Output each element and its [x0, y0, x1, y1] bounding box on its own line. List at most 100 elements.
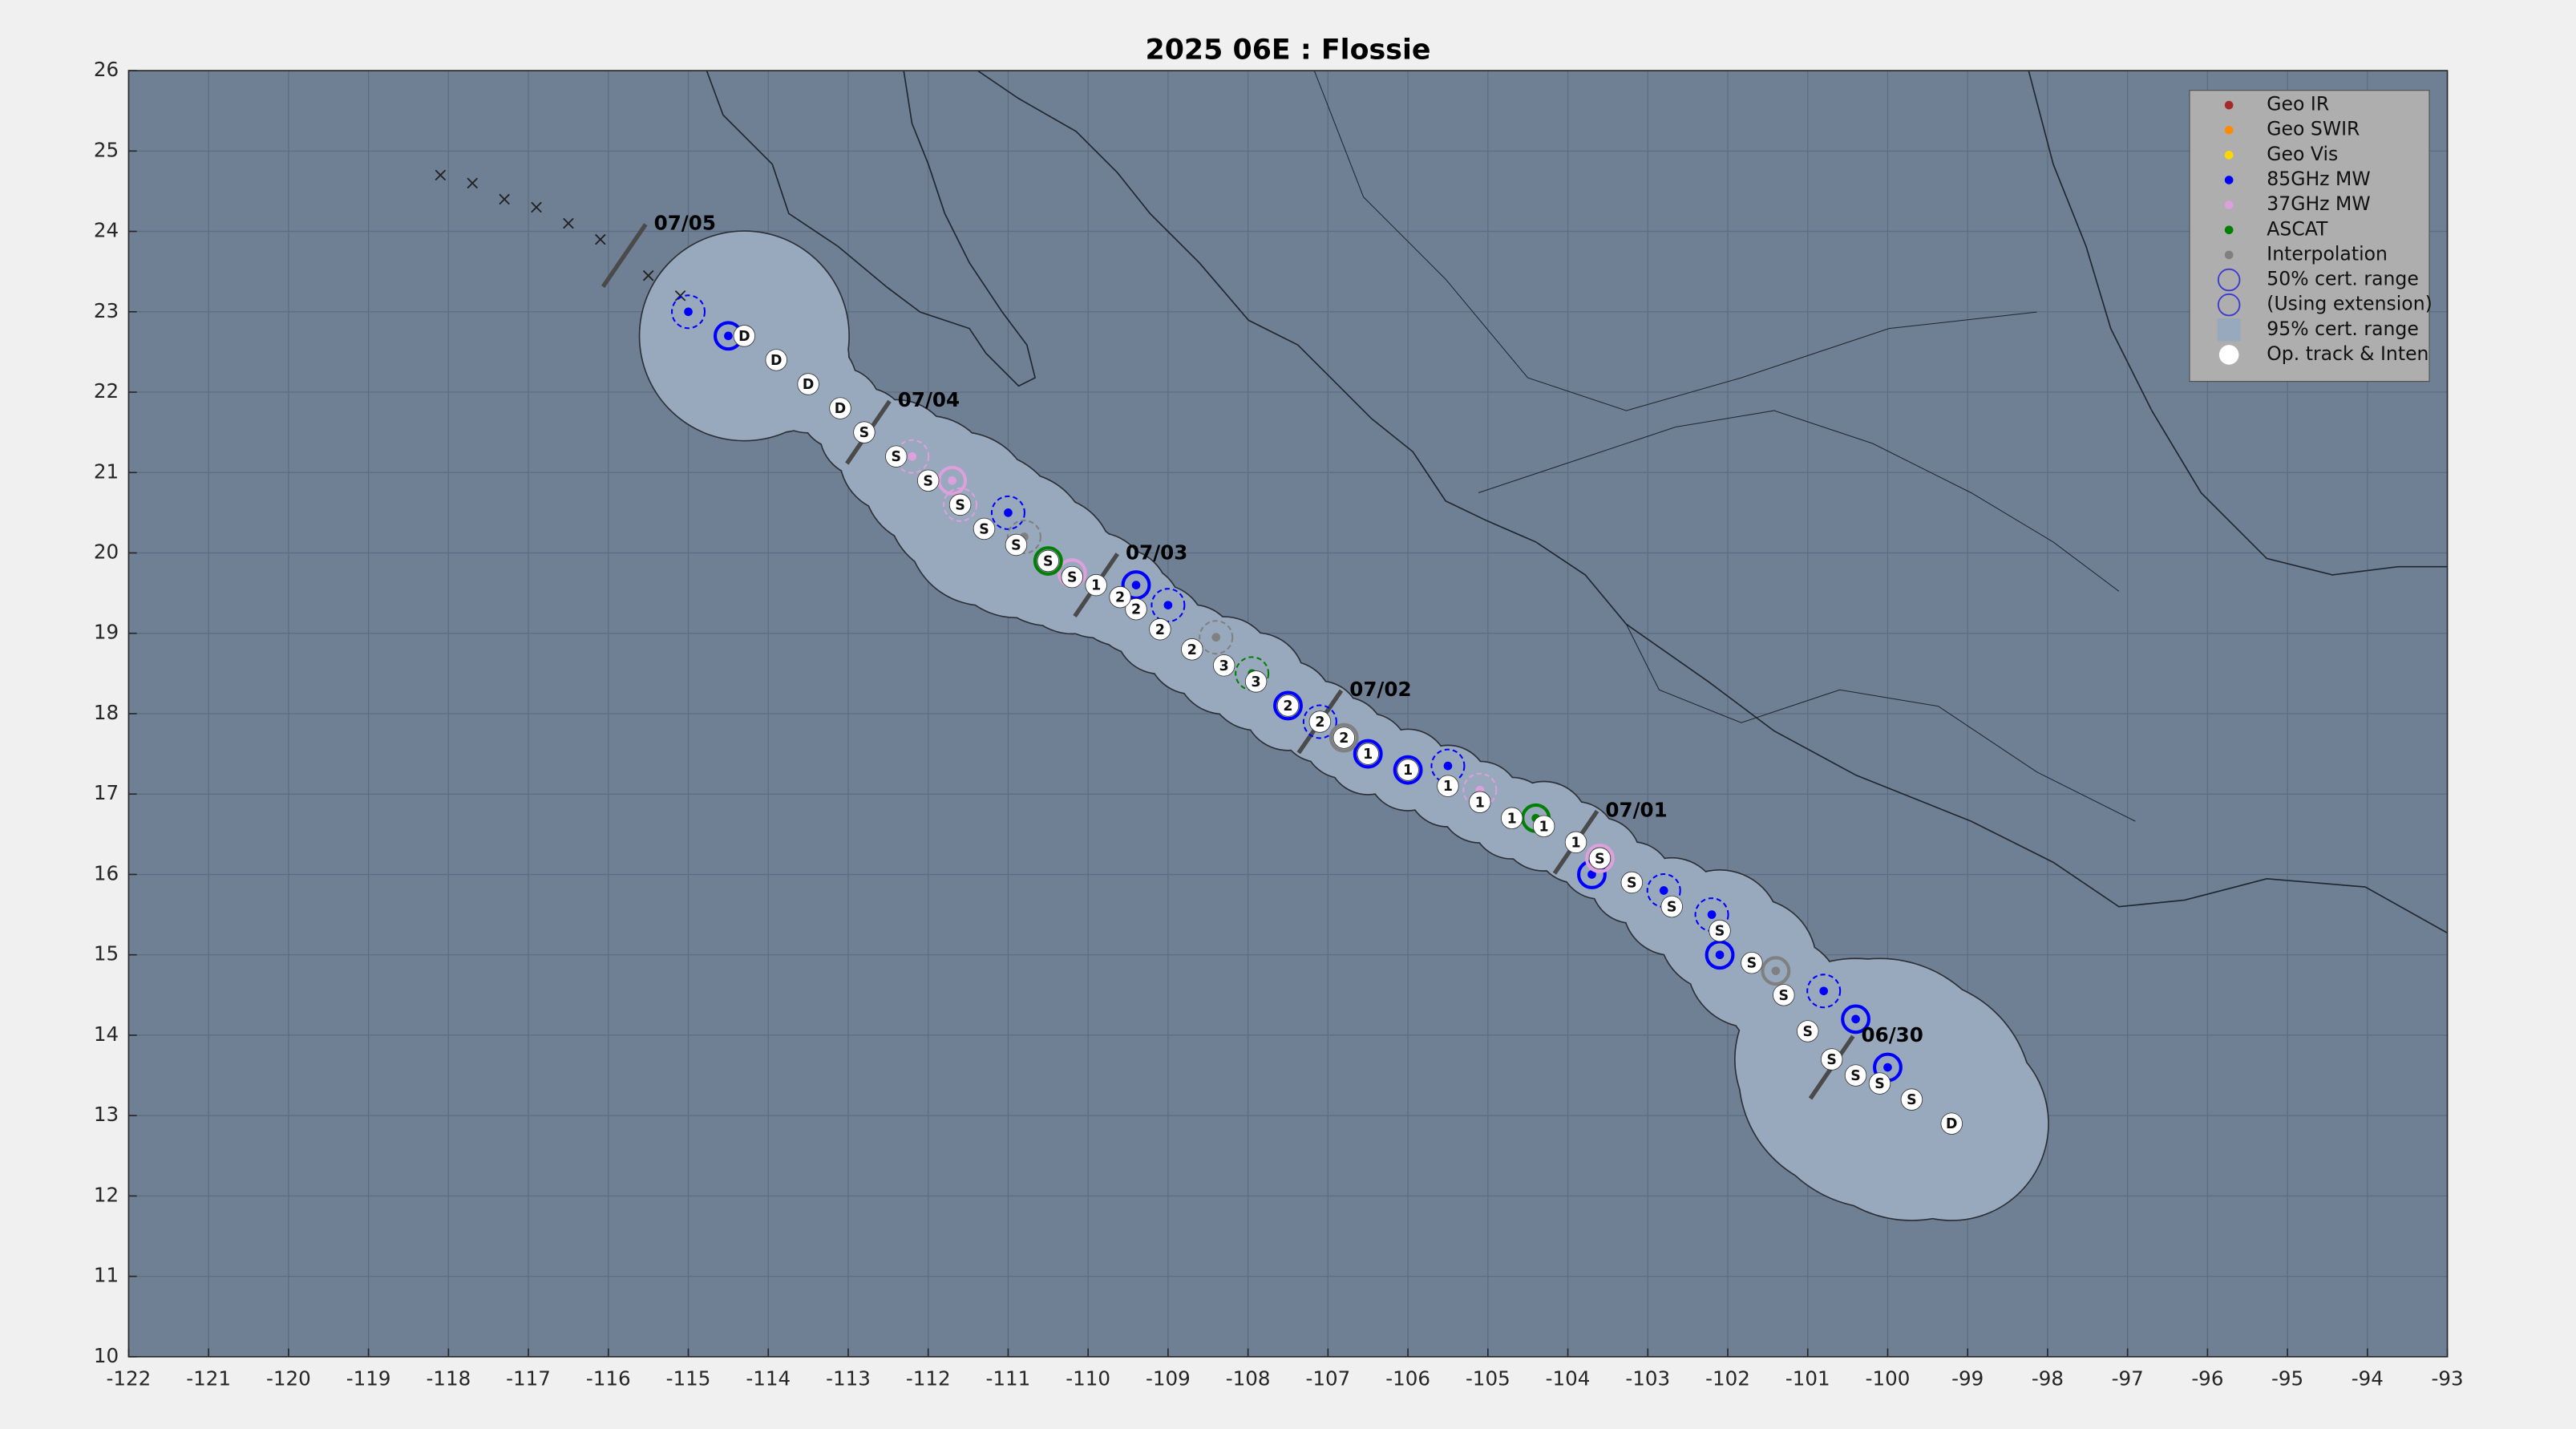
state-border — [1313, 71, 2037, 411]
fix-point — [1851, 1014, 1860, 1024]
x-tick-label: -114 — [746, 1367, 791, 1391]
x-tick-label: -98 — [2032, 1367, 2064, 1391]
fix-point — [1707, 910, 1717, 919]
track-point — [1501, 807, 1523, 830]
x-tick-label: -102 — [1705, 1367, 1750, 1391]
fix-point — [1211, 633, 1221, 642]
fix-ring — [1761, 956, 1791, 986]
fix-point — [1715, 950, 1725, 960]
date-marker — [601, 223, 648, 289]
x-tick-label: -105 — [1466, 1367, 1510, 1391]
intensity-label: 2 — [1187, 642, 1197, 658]
fix-ring — [1199, 620, 1234, 655]
forecast-point — [531, 201, 542, 213]
axes-layer: -122 -121 -120 -119 -118 -117 -116 -115 -114 -113… — [94, 58, 2464, 1390]
track-point — [1620, 871, 1644, 894]
y-tick-label: 21 — [94, 459, 119, 483]
y-tick-label: 14 — [94, 1022, 119, 1046]
intensity-label: D — [1946, 1116, 1957, 1132]
intensity-label: 2 — [1115, 590, 1125, 606]
x-tick-label: -106 — [1385, 1367, 1430, 1391]
track-point — [1532, 815, 1555, 838]
intensity-label: S — [1595, 851, 1605, 867]
state-border — [1625, 624, 2136, 822]
track-point — [1900, 1088, 1923, 1111]
track-point — [1868, 1072, 1891, 1095]
track-point — [1797, 1020, 1819, 1042]
track-point — [1308, 710, 1332, 733]
y-tick-label: 13 — [94, 1103, 119, 1126]
y-tick-label: 12 — [94, 1183, 119, 1206]
y-tick-label: 15 — [94, 942, 119, 965]
y-tick-label: 19 — [94, 621, 119, 644]
x-tick-label: -111 — [986, 1367, 1031, 1391]
x-tick-label: -99 — [1951, 1367, 1984, 1391]
intensity-label: S — [1627, 875, 1637, 891]
intensity-label: 3 — [1219, 658, 1229, 674]
y-tick-label: 17 — [94, 781, 119, 804]
y-tick-label: 26 — [94, 58, 119, 81]
date-label: 07/04 — [898, 388, 960, 411]
y-tick-label: 16 — [94, 861, 119, 885]
fix-point — [908, 451, 917, 461]
x-tick-label: -120 — [266, 1367, 311, 1391]
intensity-label: S — [892, 449, 902, 465]
intensity-label: S — [1779, 988, 1789, 1004]
fix-point — [1659, 886, 1668, 895]
forecast-point — [674, 289, 686, 302]
legend-marker — [2224, 250, 2234, 260]
track-point — [1125, 597, 1147, 621]
intensity-label: 1 — [1403, 763, 1413, 779]
x-tick-label: -115 — [666, 1367, 711, 1391]
fix-point — [1131, 581, 1141, 589]
legend-marker — [2218, 345, 2239, 365]
fix-ring — [1033, 546, 1063, 576]
intensity-label: D — [738, 329, 750, 345]
x-tick-label: -93 — [2432, 1367, 2464, 1391]
forecast-point — [563, 217, 574, 229]
legend-label: 85GHz MW — [2267, 168, 2370, 190]
track-point — [1357, 743, 1379, 765]
y-tick-label: 18 — [94, 701, 119, 724]
track-point — [1844, 1064, 1867, 1087]
x-tick-label: -116 — [586, 1367, 631, 1391]
intensity-label: 3 — [1252, 674, 1261, 690]
fix-ring — [1302, 704, 1337, 739]
intensity-label: S — [1850, 1068, 1861, 1084]
x-tick-label: -104 — [1546, 1367, 1591, 1391]
x-tick-label: -112 — [906, 1367, 951, 1391]
fix-ring — [1328, 723, 1359, 753]
legend-label: ASCAT — [2267, 217, 2328, 240]
fix-ring — [1353, 739, 1383, 769]
x-tick-label: -108 — [1226, 1367, 1271, 1391]
fix-point — [1163, 601, 1173, 609]
track-point — [1741, 951, 1763, 974]
fix-ring — [1006, 519, 1041, 554]
intensity-label: S — [1011, 538, 1021, 554]
fix-ring — [1585, 843, 1615, 873]
legend-label: Geo Vis — [2267, 143, 2338, 165]
fix-point — [1771, 966, 1781, 976]
track-point — [1588, 847, 1612, 870]
intensity-label: 1 — [1443, 779, 1453, 795]
fix-ring — [671, 294, 706, 330]
y-tick-label: 25 — [94, 138, 119, 161]
grid-layer — [128, 71, 2448, 1357]
intensity-label: S — [859, 425, 870, 441]
intensity-label: D — [835, 401, 846, 417]
x-tick-label: -110 — [1066, 1367, 1110, 1391]
intensity-label: S — [1715, 924, 1725, 940]
legend-label: Geo SWIR — [2267, 118, 2360, 140]
intensity-label: 1 — [1363, 747, 1373, 763]
fix-ring — [990, 495, 1025, 530]
coastline — [706, 71, 1037, 387]
intensity-label: S — [1067, 570, 1078, 586]
track-point — [1332, 727, 1356, 749]
track-point — [1397, 759, 1419, 781]
intensity-label: 2 — [1155, 622, 1165, 638]
track-point — [829, 397, 851, 419]
track-point — [853, 421, 876, 443]
intensity-label: D — [770, 353, 782, 369]
